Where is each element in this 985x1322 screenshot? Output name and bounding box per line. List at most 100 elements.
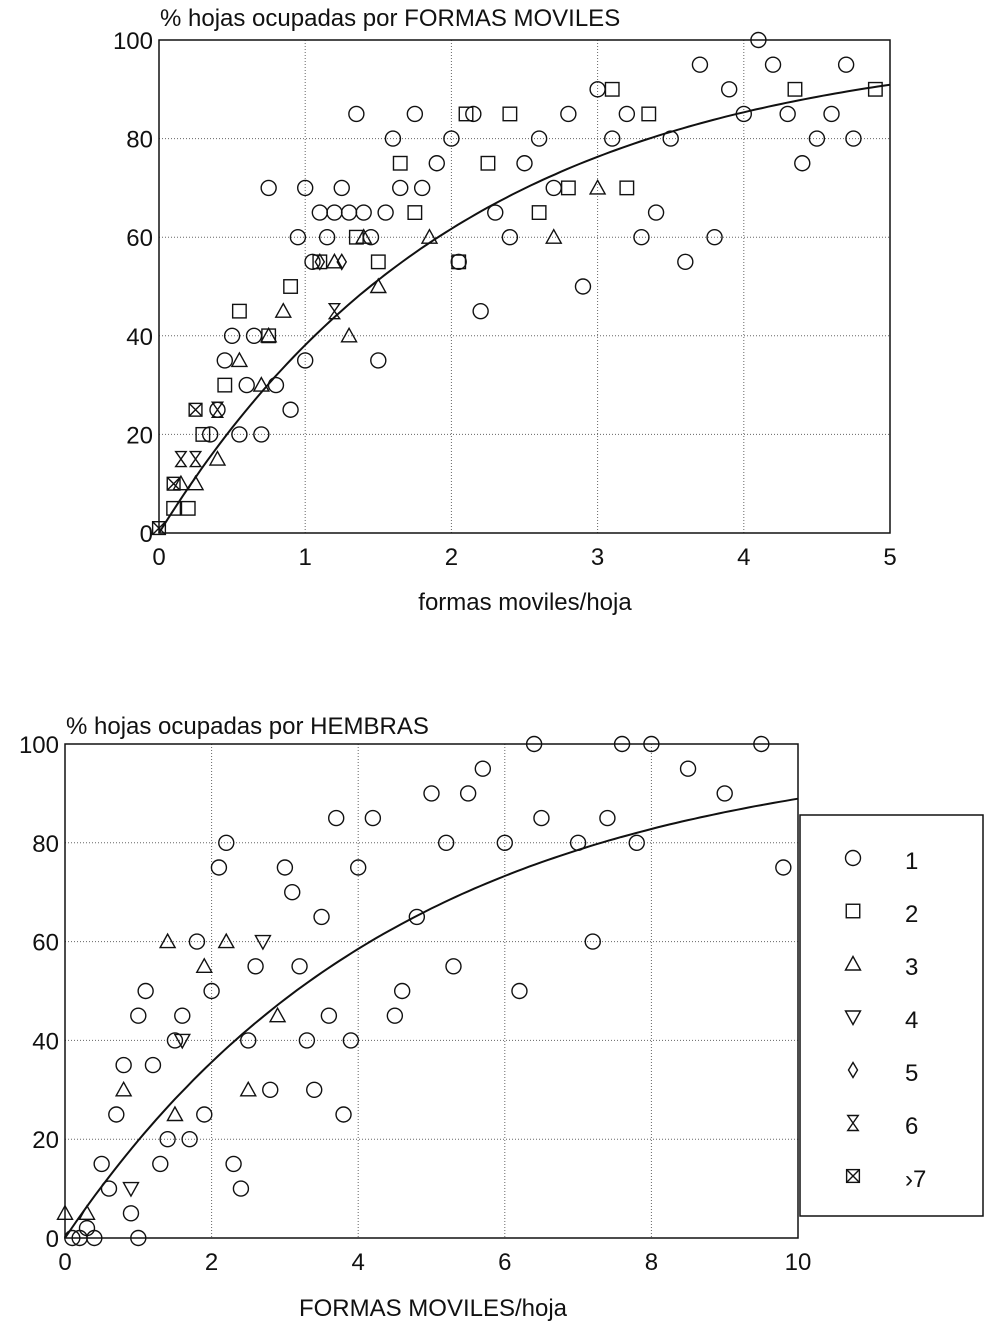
chart1-point-circle <box>706 228 723 246</box>
chart2-point-circle <box>291 958 308 975</box>
chart1-point-square <box>231 303 247 319</box>
chart2-point-triangle-down <box>173 1033 191 1050</box>
chart1-x-tick-label: 5 <box>883 544 896 571</box>
chart1-point-circle <box>245 327 263 344</box>
chart1-point-square <box>560 180 576 196</box>
chart2-point-circle <box>584 933 601 950</box>
chart2-point-circle <box>130 1007 147 1024</box>
chart2-plot-frame <box>64 743 799 1239</box>
chart1-tick-labels: 0 1 2 3 4 5 0 20 40 60 80 100 <box>113 28 897 571</box>
chart2-point-circle <box>386 1007 404 1024</box>
chart1-point-circle <box>282 401 299 418</box>
chart2-point-circle <box>159 1130 176 1148</box>
chart2-point-circle <box>437 834 455 851</box>
chart2-point-circle <box>496 834 513 851</box>
chart-forms-moviles: 0 1 2 3 4 5 0 20 40 60 80 100 % hojas ocupadas por … <box>113 5 897 616</box>
legend-entry: 4 <box>844 1007 918 1034</box>
chart1-point-circle <box>253 426 270 443</box>
chart1-point-square <box>217 377 233 393</box>
chart1-point-triangle-up <box>259 326 278 343</box>
legend-label: 1 <box>905 848 918 875</box>
chart2-y-tick-label: 100 <box>19 732 59 759</box>
chart2-point-circle <box>423 785 440 802</box>
chart1-point-circle <box>545 179 562 197</box>
chart1-point-triangle-up <box>252 376 271 392</box>
chart2-point-triangle-up <box>78 1204 96 1221</box>
chart1-point-circle <box>677 253 694 271</box>
chart2-x-tick-label: 2 <box>205 1249 218 1276</box>
chart1-point-circle <box>604 130 621 147</box>
chart1-point-triangle-up <box>340 326 358 343</box>
chart1-point-circle <box>720 81 738 98</box>
chart2-point-circle <box>628 834 645 851</box>
chart2-point-triangle-up <box>217 932 235 949</box>
chart1-fit-curve-layer <box>158 83 891 534</box>
chart1-y-tick-label: 100 <box>113 28 153 55</box>
chart2-point-circle <box>284 884 301 901</box>
chart1-point-circle <box>289 228 307 246</box>
chart1-point-circle <box>794 155 811 172</box>
chart1-point-circle <box>530 130 548 147</box>
chart2-point-circle <box>225 1155 242 1173</box>
chart1-point-square <box>458 106 474 122</box>
chart2-point-circle <box>137 982 154 1000</box>
chart1-point-circle <box>487 204 504 221</box>
legend-marker-diamond <box>847 1061 859 1079</box>
chart1-point-square <box>604 81 620 97</box>
chart2-point-circle <box>181 1130 198 1148</box>
legend-items: 1 2 3 4 5 6 ›7 <box>844 848 926 1193</box>
legend-label: ›7 <box>905 1166 926 1193</box>
chart2-point-circle <box>144 1056 162 1074</box>
chart2-point-circle <box>247 958 264 975</box>
chart2-point-circle <box>262 1081 279 1099</box>
chart2-x-tick-label: 0 <box>58 1249 71 1276</box>
chart2-point-circle <box>93 1155 110 1173</box>
chart1-point-circle <box>223 327 241 344</box>
chart1-point-circle <box>764 56 782 73</box>
chart1-point-circle <box>808 130 826 147</box>
chart1-point-circle <box>735 105 752 123</box>
legend: 1 2 3 4 5 6 ›7 <box>799 814 984 1217</box>
chart1-point-circle <box>516 155 533 172</box>
chart1-plot-frame <box>158 39 891 534</box>
chart1-point-circle <box>465 105 482 123</box>
chart1-point-square <box>195 426 211 442</box>
chart2-point-circle <box>716 785 733 802</box>
chart1-point-circle <box>633 228 650 246</box>
chart1-point-circle <box>428 155 445 172</box>
legend-entry: 2 <box>845 901 918 928</box>
chart2-point-circle <box>100 1180 118 1197</box>
chart2-fit-curve <box>64 797 799 1239</box>
chart1-point-circle <box>348 105 365 123</box>
chart2-x-axis-label: FORMAS MOVILES/hoja <box>299 1295 568 1322</box>
chart1-point-triangle-up <box>230 351 249 368</box>
chart1-y-tick-label: 80 <box>126 127 153 154</box>
chart2-point-circle <box>218 834 235 851</box>
chart1-point-hourglass <box>188 450 203 468</box>
chart1-point-square <box>531 205 547 221</box>
chart2-point-circle <box>115 1056 132 1074</box>
chart2-point-circle <box>240 1032 257 1049</box>
chart2-point-circle <box>313 908 330 926</box>
chart2-marks <box>56 735 792 1247</box>
chart1-point-circle <box>443 130 460 147</box>
chart1-y-tick-label: 0 <box>140 521 153 548</box>
chart1-point-diamond <box>314 252 326 271</box>
chart1-title: % hojas ocupadas por FORMAS MOVILES <box>160 5 620 32</box>
chart1-point-square <box>619 180 635 196</box>
chart1-x-axis-label: formas moviles/hoja <box>418 589 632 616</box>
legend-marker-square <box>845 903 861 919</box>
chart1-point-circle <box>662 130 679 147</box>
chart2-y-tick-label: 0 <box>46 1226 59 1253</box>
chart1-point-triangle-up <box>588 178 607 195</box>
chart1-point-triangle-up <box>369 277 387 294</box>
legend-label: 6 <box>905 1113 918 1140</box>
chart1-point-square <box>348 229 364 245</box>
chart1-point-square <box>166 500 182 516</box>
chart1-point-triangle-up <box>354 228 373 244</box>
chart2-point-triangle-up <box>239 1080 257 1097</box>
chart1-point-square <box>787 81 803 97</box>
chart1-point-square <box>867 81 883 97</box>
chart1-point-square <box>180 500 196 516</box>
